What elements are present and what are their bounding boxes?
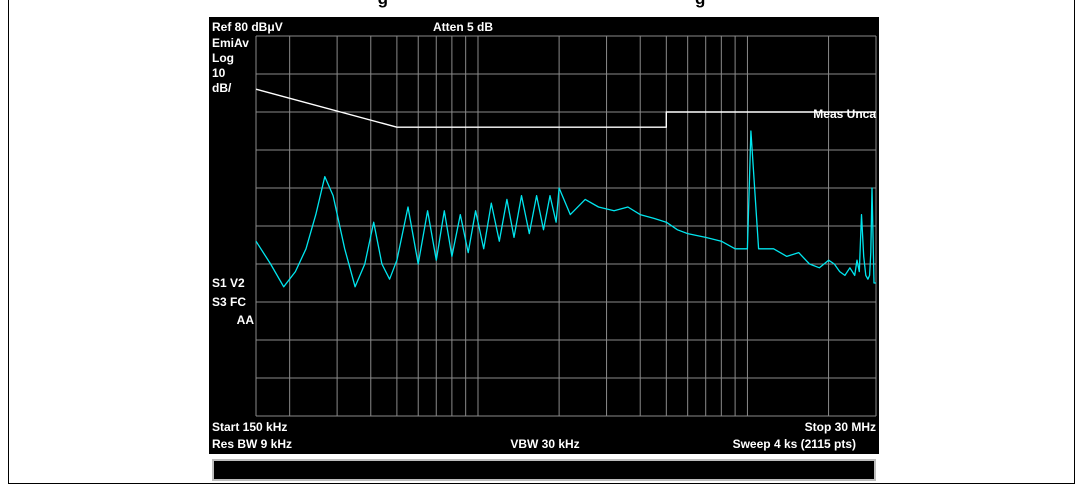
measurement-trace [255, 130, 876, 288]
vbw-label: VBW 30 kHz [510, 437, 579, 451]
limit-line-layer [255, 88, 876, 128]
scale-div-value-label: 10 [212, 66, 226, 80]
ref-level-label: Ref 80 dBμV [212, 20, 283, 34]
start-freq-label: Start 150 kHz [212, 420, 287, 434]
stop-freq-label: Stop 30 MHz [805, 420, 876, 434]
trace-layer [255, 130, 876, 288]
res-bw-label: Res BW 9 kHz [212, 437, 292, 451]
analyzer-screen: Ref 80 dBμV Atten 5 dB EmiAv Log 10 dB/ … [209, 17, 879, 454]
figure-caption-fragment: g g [0, 0, 1083, 9]
side-label-2: S3 FC [212, 295, 246, 309]
meas-uncal-label: Meas Unca [813, 107, 876, 121]
attenuation-label: Atten 5 dB [433, 20, 493, 34]
graticule [255, 35, 877, 417]
status-bar [212, 459, 876, 481]
side-label-3: AA [237, 313, 255, 327]
scale-div-unit-label: dB/ [212, 81, 232, 95]
detector-label: EmiAv [212, 36, 249, 50]
side-label-1: S1 V2 [212, 276, 245, 290]
scale-type-label: Log [212, 51, 234, 65]
analyzer-display-svg: Ref 80 dBμV Atten 5 dB EmiAv Log 10 dB/ … [212, 20, 877, 451]
sweep-label: Sweep 4 ks (2115 pts) [733, 437, 856, 451]
limit-line [255, 88, 876, 128]
